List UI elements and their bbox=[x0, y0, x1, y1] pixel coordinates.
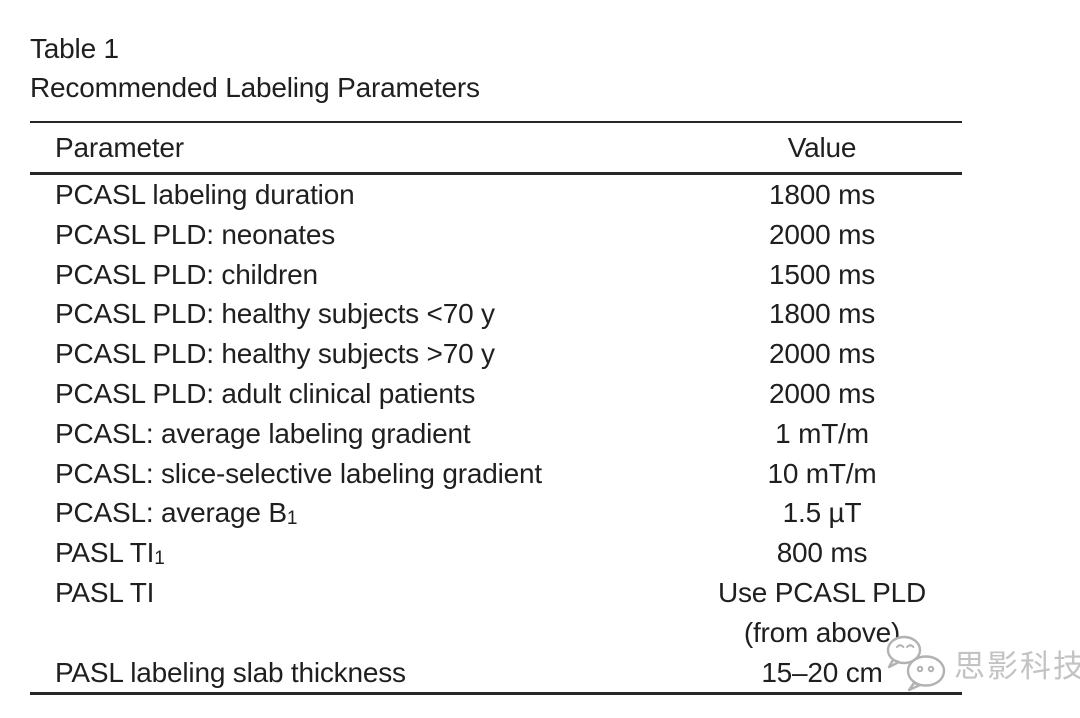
table-row: PCASL PLD: children 1500 ms bbox=[30, 255, 962, 295]
value-cell: 2000 ms bbox=[769, 377, 875, 409]
parameter-cell: PASL TI bbox=[55, 576, 155, 608]
table-header-row: Parameter Value bbox=[30, 123, 962, 172]
value-cell: 1800 ms bbox=[769, 298, 875, 330]
parameter-cell: PCASL labeling duration bbox=[55, 179, 355, 210]
table-row: PCASL PLD: neonates 2000 ms bbox=[30, 215, 962, 255]
value-cell: 1 mT/m bbox=[775, 417, 869, 449]
table-row: PCASL PLD: adult clinical patients 2000 … bbox=[30, 374, 962, 414]
watermark-text: 思影科技 bbox=[954, 648, 1080, 684]
table-row: PCASL PLD: healthy subjects >70 y 2000 m… bbox=[30, 334, 962, 374]
table-figure: Table 1 Recommended Labeling Parameters … bbox=[30, 29, 962, 696]
parameter-cell: PCASL PLD: healthy subjects <70 y bbox=[55, 298, 495, 330]
value-cell: 2000 ms bbox=[769, 218, 875, 250]
value-cell: 800 ms bbox=[776, 537, 868, 569]
value-cell: 15–20 cm bbox=[761, 656, 883, 688]
parameter-cell: PCASL PLD: healthy subjects >70 y bbox=[55, 338, 495, 370]
parameter-subscript: 1 bbox=[286, 508, 298, 530]
column-header-parameter: Parameter bbox=[55, 131, 184, 163]
table-row: PCASL: slice-selective labeling gradient… bbox=[30, 454, 962, 494]
table-row: PASL labeling slab thickness 15–20 cm bbox=[30, 653, 962, 693]
parameter-cell: PCASL PLD: adult clinical patients bbox=[55, 377, 476, 409]
parameter-subscript: 1 bbox=[154, 548, 165, 570]
parameter-cell: PCASL PLD: children bbox=[55, 258, 318, 290]
table-header-rule bbox=[30, 172, 962, 175]
table-body: PCASL labeling duration 1800 ms PCASL PL… bbox=[30, 175, 962, 692]
value-cell: 2000 ms bbox=[769, 338, 875, 370]
table-caption: Table 1 Recommended Labeling Parameters bbox=[30, 29, 962, 107]
parameter-cell: PASL labeling slab thickness bbox=[55, 656, 406, 688]
parameter-cell: PCASL PLD: neonates bbox=[55, 218, 336, 250]
column-header-value: Value bbox=[787, 131, 857, 163]
parameter-text: PCASL: average B bbox=[55, 497, 287, 529]
value-cell: Use PCASL PLD (from above) bbox=[717, 576, 926, 648]
parameter-text: PASL TI bbox=[55, 537, 155, 569]
table-row: PCASL PLD: healthy subjects <70 y 1800 m… bbox=[30, 294, 962, 334]
parameter-cell: PCASL: average labeling gradient bbox=[55, 417, 471, 449]
table-top-rule bbox=[30, 121, 962, 123]
value-cell: 10 mT/m bbox=[767, 457, 877, 489]
parameter-cell: PASL TI1 bbox=[30, 533, 682, 573]
table-row: PASL TI Use PCASL PLD (from above) bbox=[30, 573, 962, 653]
parameter-cell: PCASL: slice-selective labeling gradient bbox=[55, 457, 542, 489]
value-cell: 1.5 µT bbox=[782, 497, 862, 529]
table-row: PASL TI1 800 ms bbox=[30, 533, 962, 573]
table-row: PCASL: average B1 1.5 µT bbox=[30, 493, 962, 533]
value-cell: 1500 ms bbox=[769, 258, 875, 290]
table-bottom-rule bbox=[30, 692, 962, 696]
value-cell: 1800 ms bbox=[769, 179, 875, 210]
table-row: PCASL labeling duration 1800 ms bbox=[30, 175, 962, 215]
table-label: Table 1 bbox=[30, 33, 119, 64]
parameter-cell: PCASL: average B1 bbox=[30, 493, 682, 533]
table-row: PCASL: average labeling gradient 1 mT/m bbox=[30, 414, 962, 454]
table-title: Recommended Labeling Parameters bbox=[30, 72, 480, 103]
